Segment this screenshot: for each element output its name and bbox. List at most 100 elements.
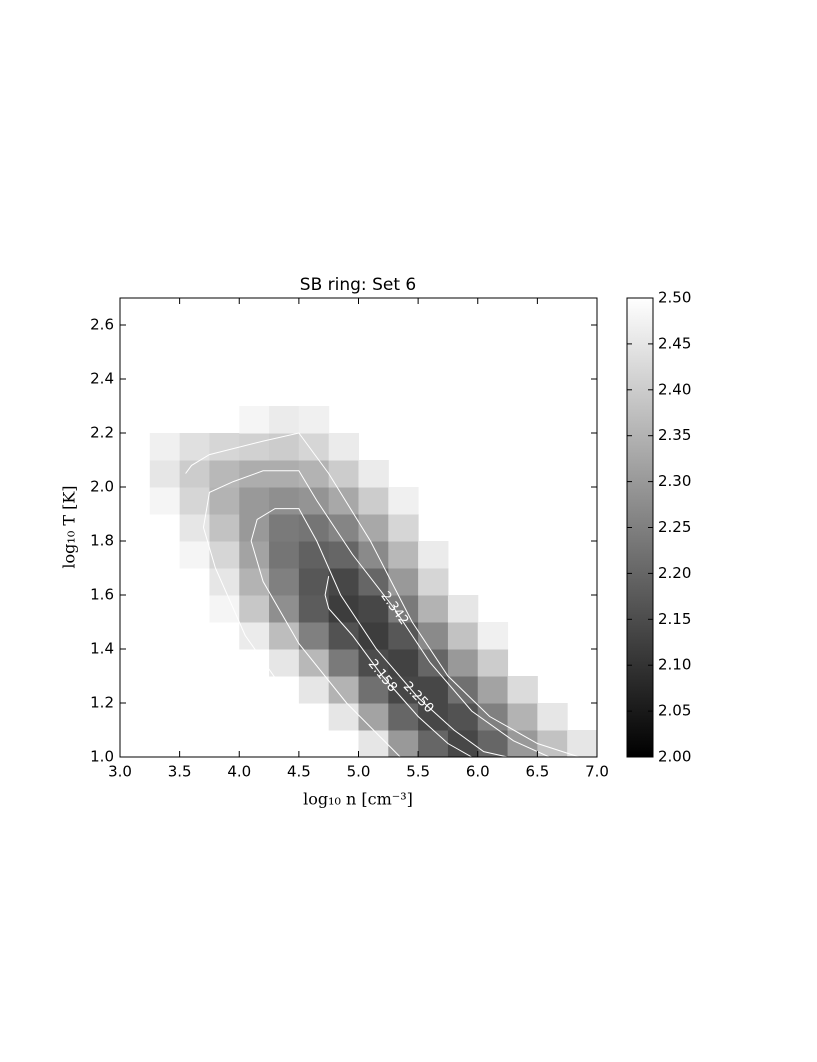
heatmap-cell (328, 703, 359, 731)
contour-line (185, 432, 580, 757)
heatmap-cell (477, 676, 509, 704)
heatmap-cell (418, 676, 449, 704)
heatmap-cell (149, 433, 181, 461)
heatmap-cell (298, 406, 330, 434)
contour-line (324, 576, 473, 757)
heatmap-cell (537, 730, 568, 757)
heatmap-cell (149, 460, 181, 488)
heatmap-cell (269, 514, 300, 542)
heatmap-cell (358, 676, 389, 704)
heatmap-cell (418, 568, 449, 596)
x-tick-label: 5.0 (347, 763, 371, 781)
heatmap-cell (209, 460, 240, 488)
colorbar-tick-label: 2.45 (658, 334, 691, 352)
heatmap-cell (269, 568, 300, 596)
heatmap-cell (388, 541, 419, 569)
chart-title: SB ring: Set 6 (300, 275, 416, 295)
heatmap-cell (507, 703, 538, 731)
heatmap-cell (328, 568, 359, 596)
heatmap-cell (418, 541, 449, 569)
heatmap-cell (567, 730, 597, 757)
heatmap-cell (388, 622, 419, 650)
heatmap-cell (358, 649, 389, 677)
heatmap-cell (358, 514, 389, 542)
heatmap-cell (239, 622, 270, 650)
x-tick-label: 6.5 (525, 763, 549, 781)
heatmap-cell (388, 649, 419, 677)
heatmap-cell (447, 595, 479, 623)
heatmap-cell (388, 595, 419, 623)
heatmap-cell (328, 541, 359, 569)
colorbar-tick-label: 2.10 (658, 656, 691, 674)
y-tick-label: 2.4 (90, 370, 114, 388)
heatmap-cell (179, 433, 210, 461)
heatmap-cell (358, 730, 389, 757)
heatmap-cell (328, 487, 359, 515)
heatmap-cell (358, 541, 389, 569)
heatmap-cell (388, 487, 419, 515)
x-tick-label: 3.0 (108, 763, 132, 781)
heatmap-cell (447, 703, 479, 731)
y-tick-label: 1.2 (90, 694, 114, 712)
heatmap-cell (477, 649, 509, 677)
heatmap-cell (269, 433, 300, 461)
heatmap-cell (239, 568, 270, 596)
heatmap-cell (418, 595, 449, 623)
heatmap-cell (388, 568, 419, 596)
x-tick-label: 6.0 (466, 763, 490, 781)
heatmap-cell (209, 514, 240, 542)
colorbar-tick-label: 2.20 (658, 564, 691, 582)
y-tick-label: 1.6 (90, 586, 114, 604)
y-tick-label: 2.2 (90, 424, 114, 442)
heatmap-cell (209, 487, 240, 515)
heatmap-cell (298, 568, 330, 596)
y-tick-label: 2.6 (90, 316, 114, 334)
heatmap-cell (388, 703, 419, 731)
contour-line (250, 508, 508, 757)
heatmap-cell (447, 649, 479, 677)
x-tick-label: 5.5 (406, 763, 430, 781)
heatmap-cell (269, 460, 300, 488)
x-tick-label: 4.0 (227, 763, 251, 781)
axes: 3.0 3.5 4.0 4.5 5.0 5.5 6.0 6.5 7.0 1.0 1.2 1.4 1.6 1… (90, 289, 691, 781)
heatmap-cell (269, 649, 300, 677)
colorbar-tick-label: 2.05 (658, 702, 691, 720)
heatmap-cell (298, 433, 330, 461)
heatmap-cell (358, 703, 389, 731)
heatmap-cell (537, 703, 568, 731)
contour-line (202, 470, 550, 757)
heatmap-cell (328, 514, 359, 542)
colorbar-tick-label: 2.35 (658, 426, 691, 444)
y-tick-label: 1.0 (90, 748, 114, 766)
heatmap-cell (269, 541, 300, 569)
heatmap-cell (269, 487, 300, 515)
heatmap-cell (328, 649, 359, 677)
heatmap-cell (298, 514, 330, 542)
heatmap-cell (239, 433, 270, 461)
heatmap-cell (298, 487, 330, 515)
heatmap-cell (269, 406, 300, 434)
heatmap-cell (418, 730, 449, 757)
x-tick-label: 7.0 (585, 763, 609, 781)
heatmap-cell (328, 460, 359, 488)
y-tick-label: 1.8 (90, 532, 114, 550)
heatmap-cell (209, 595, 240, 623)
heatmap-cell (507, 676, 538, 704)
colorbar-tick-label: 2.15 (658, 610, 691, 628)
colorbar-tick-label: 2.00 (658, 748, 691, 766)
heatmap-cell (298, 460, 330, 488)
heatmap-cell (209, 568, 240, 596)
heatmap-cell (239, 541, 270, 569)
heatmap-cell (149, 487, 181, 515)
heatmap-cell (239, 487, 270, 515)
heatmap-cell (239, 595, 270, 623)
heatmap-cell (328, 622, 359, 650)
heatmap-cell (209, 433, 240, 461)
heatmap-cell (358, 460, 389, 488)
heatmap-cell (239, 406, 270, 434)
heatmap-cell (418, 622, 449, 650)
heatmap-cell (328, 433, 359, 461)
heatmap-cell (358, 487, 389, 515)
